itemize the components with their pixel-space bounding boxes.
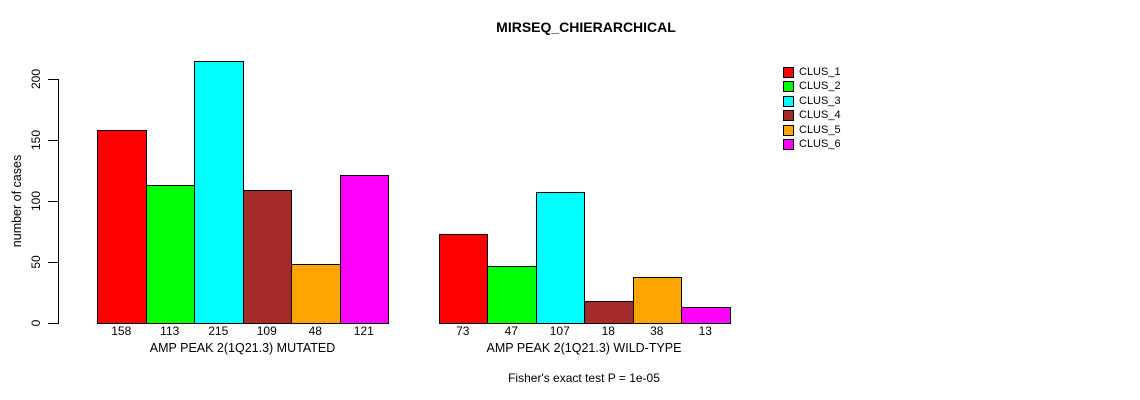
bar-value-label: 113	[160, 324, 180, 338]
legend-label: CLUS_1	[799, 66, 841, 78]
legend-swatch	[783, 96, 794, 107]
bar-value-label: 13	[698, 324, 712, 338]
bar	[633, 277, 682, 324]
bar	[439, 234, 488, 324]
y-tick-mark	[48, 262, 58, 263]
legend-label: CLUS_3	[799, 95, 841, 107]
bar-value-label: 158	[111, 324, 132, 338]
bar-value-label: 18	[601, 324, 615, 338]
bar	[97, 130, 147, 324]
bar-value-label: 47	[504, 324, 518, 338]
bar-value-label: 48	[308, 324, 322, 338]
legend-swatch	[783, 110, 794, 121]
y-tick-mark	[48, 79, 58, 80]
bar	[243, 190, 292, 324]
bar	[487, 266, 537, 324]
x-axis-group-label: AMP PEAK 2(1Q21.3) MUTATED	[149, 341, 336, 355]
legend-swatch	[783, 125, 794, 136]
bar	[536, 192, 585, 324]
legend-label: CLUS_5	[799, 124, 841, 136]
legend-label: CLUS_4	[799, 109, 841, 121]
y-tick-mark	[48, 323, 58, 324]
legend-label: CLUS_2	[799, 80, 841, 92]
footer-caption: Fisher's exact test P = 1e-05	[508, 371, 660, 385]
bar-value-label: 109	[256, 324, 277, 338]
legend-label: CLUS_6	[799, 138, 841, 150]
bar-value-label: 121	[353, 324, 374, 338]
y-tick-mark	[48, 201, 58, 202]
bar	[194, 61, 244, 324]
y-tick-mark	[48, 140, 58, 141]
x-axis-group-label: AMP PEAK 2(1Q21.3) WILD-TYPE	[486, 341, 682, 355]
legend-swatch	[783, 81, 794, 92]
bar-value-label: 107	[549, 324, 570, 338]
bar-value-label: 73	[456, 324, 470, 338]
chart-title: MIRSEQ_CHIERARCHICAL	[496, 19, 676, 35]
bar-value-label: 215	[208, 324, 229, 338]
bar	[146, 185, 195, 324]
bar-value-label: 38	[650, 324, 664, 338]
bar	[681, 307, 731, 324]
legend-swatch	[783, 67, 794, 78]
legend-swatch	[783, 139, 794, 150]
y-axis-line	[58, 79, 59, 324]
bar	[340, 175, 389, 324]
